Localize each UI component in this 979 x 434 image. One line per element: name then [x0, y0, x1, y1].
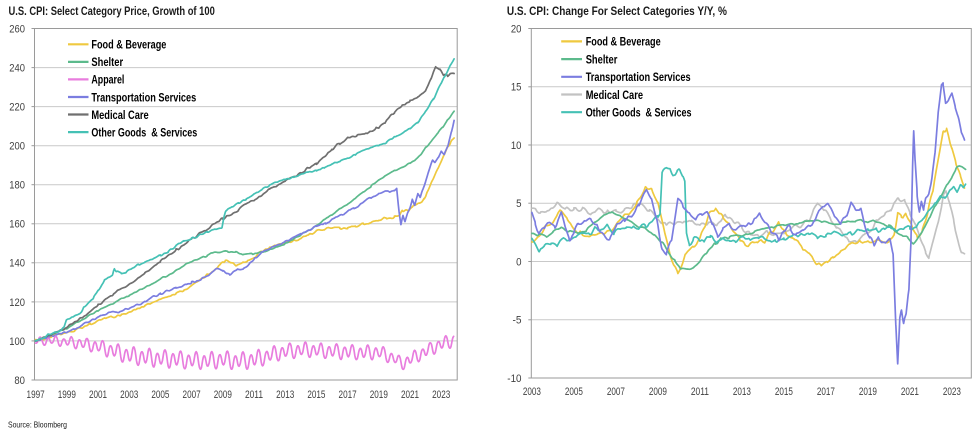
svg-text:2017: 2017	[339, 389, 357, 401]
svg-text:2005: 2005	[151, 389, 169, 401]
svg-text:20: 20	[511, 23, 522, 35]
svg-text:2007: 2007	[183, 389, 201, 401]
svg-text:240: 240	[9, 63, 25, 75]
svg-text:Transportation Services: Transportation Services	[91, 90, 196, 104]
svg-text:2007: 2007	[607, 386, 625, 398]
svg-text:160: 160	[9, 219, 25, 231]
svg-text:260: 260	[9, 23, 25, 35]
svg-text:2017: 2017	[817, 386, 835, 398]
svg-text:1999: 1999	[58, 389, 76, 401]
svg-text:-5: -5	[513, 315, 522, 327]
svg-text:2021: 2021	[901, 386, 919, 398]
svg-text:2003: 2003	[523, 386, 541, 398]
svg-text:0: 0	[516, 256, 521, 268]
svg-text:2015: 2015	[307, 389, 325, 401]
svg-text:1997: 1997	[27, 389, 45, 401]
svg-text:Transportation Services: Transportation Services	[586, 70, 691, 84]
svg-text:Shelter: Shelter	[586, 52, 618, 66]
svg-text:2013: 2013	[733, 386, 751, 398]
svg-text:2005: 2005	[565, 386, 583, 398]
svg-text:2019: 2019	[370, 389, 388, 401]
svg-text:U.S. CPI: Change For Select Ca: U.S. CPI: Change For Select Categories Y…	[507, 5, 728, 18]
svg-text:140: 140	[9, 258, 25, 270]
svg-text:2013: 2013	[276, 389, 294, 401]
svg-text:2003: 2003	[120, 389, 138, 401]
svg-text:200: 200	[9, 141, 25, 153]
svg-text:100: 100	[9, 336, 25, 348]
svg-text:10: 10	[511, 140, 522, 152]
svg-text:Apparel: Apparel	[91, 73, 124, 87]
svg-text:180: 180	[9, 180, 25, 192]
svg-text:Other Goods & Services: Other Goods & Services	[91, 125, 197, 139]
svg-text:Medical Care: Medical Care	[91, 108, 149, 122]
svg-text:Food & Beverage: Food & Beverage	[91, 38, 166, 52]
svg-text:Source: Bloomberg: Source: Bloomberg	[8, 419, 67, 429]
svg-text:80: 80	[14, 375, 25, 387]
svg-text:2011: 2011	[691, 386, 709, 398]
svg-text:U.S. CPI: Select Category Pric: U.S. CPI: Select Category Price, Growth …	[9, 5, 216, 18]
svg-text:220: 220	[9, 102, 25, 114]
svg-text:Food & Beverage: Food & Beverage	[586, 35, 661, 49]
svg-text:2019: 2019	[859, 386, 877, 398]
svg-text:2021: 2021	[401, 389, 419, 401]
svg-text:2009: 2009	[214, 389, 232, 401]
svg-text:2023: 2023	[432, 389, 450, 401]
svg-text:2015: 2015	[775, 386, 793, 398]
svg-text:120: 120	[9, 297, 25, 309]
svg-text:15: 15	[511, 82, 522, 94]
svg-text:-10: -10	[507, 373, 521, 385]
svg-text:Other Goods & Services: Other Goods & Services	[586, 106, 692, 120]
svg-text:2011: 2011	[245, 389, 263, 401]
svg-text:2001: 2001	[89, 389, 107, 401]
svg-text:2023: 2023	[943, 386, 961, 398]
svg-text:Medical Care: Medical Care	[586, 88, 644, 102]
svg-text:5: 5	[516, 198, 521, 210]
svg-text:Shelter: Shelter	[91, 55, 123, 69]
svg-text:2009: 2009	[649, 386, 667, 398]
